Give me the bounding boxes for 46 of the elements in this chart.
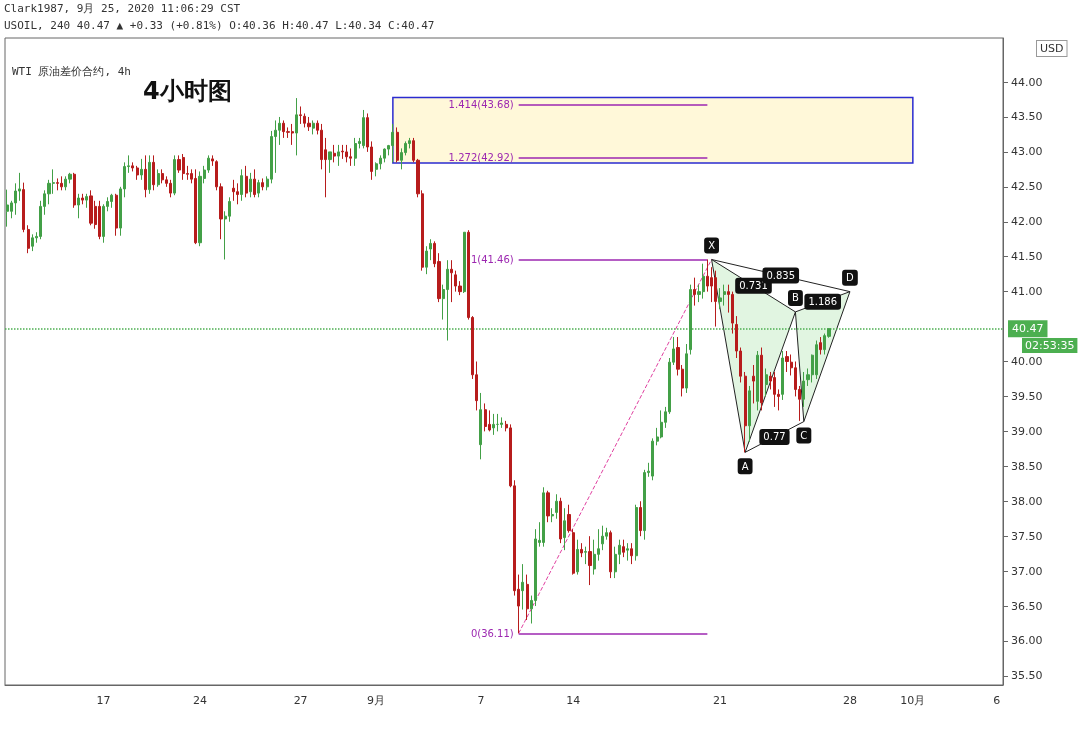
data-label: C — [800, 430, 808, 442]
text: 4小时图 — [143, 77, 232, 105]
y-tick-label: 38.50 — [1011, 459, 1043, 473]
annotation: 0.77 — [763, 431, 786, 443]
annotation: WTI 原油差价合约, 4h — [12, 65, 131, 78]
y-tick-label: 36.00 — [1011, 634, 1043, 648]
text: Clark1987, 9月 25, 2020 11:06:29 CST — [4, 2, 241, 15]
x-tick-label: 9月 — [367, 694, 386, 707]
y-tick-label: 42.00 — [1011, 215, 1043, 229]
annotation: 0.835 — [766, 270, 796, 282]
x-tick-label: 17 — [96, 694, 111, 707]
ref-line-label: 1(41.46) — [470, 253, 514, 265]
text: USD — [1040, 42, 1064, 55]
data-label: B — [792, 292, 799, 304]
y-tick-label: 43.50 — [1011, 110, 1043, 124]
y-tick-label: 41.50 — [1011, 250, 1043, 264]
x-tick-label: 7 — [477, 694, 485, 707]
x-tick-label: 21 — [712, 694, 727, 707]
y-tick-label: 44.00 — [1011, 75, 1043, 89]
ref-line-label: 1.272(42.92) — [448, 151, 514, 163]
y-tick-label: 42.50 — [1011, 180, 1043, 194]
ref-line-label: 0(36.11) — [470, 627, 514, 639]
x-tick-label: 24 — [192, 694, 207, 707]
y-tick-label: 43.00 — [1011, 145, 1043, 159]
x-tick-label: 28 — [842, 694, 857, 707]
y-tick-label: 37.50 — [1011, 529, 1043, 543]
text: USOIL, 240 40.47 ▲ +0.33 (+0.81%) O:40.36 H:40.47 L:40.34 C:40.47 — [4, 19, 435, 32]
x-tick-label: 6 — [993, 694, 1001, 707]
data-label: X — [708, 239, 716, 251]
data-label: A — [741, 460, 749, 472]
x-tick-label: 14 — [566, 694, 581, 707]
y-tick-label: 35.50 — [1011, 669, 1043, 683]
y-tick-label: 40.00 — [1011, 355, 1043, 368]
data-label: D — [846, 272, 855, 284]
annotation: 1.186 — [808, 296, 838, 308]
x-tick-label: 27 — [293, 694, 308, 707]
ref-line-label: 40.47 — [1012, 322, 1044, 336]
y-tick-label: 37.00 — [1011, 564, 1043, 578]
y-tick-label: 39.00 — [1011, 424, 1043, 438]
y-tick-label: 36.50 — [1011, 599, 1043, 613]
y-tick-label: 39.50 — [1011, 389, 1043, 403]
text: 02:53:35 — [1025, 339, 1075, 352]
y-tick-label: 41.00 — [1011, 285, 1043, 299]
x-tick-label: 10月 — [900, 694, 926, 707]
y-tick-label: 38.00 — [1011, 494, 1043, 508]
ref-line-label: 1.414(43.68) — [448, 98, 514, 110]
